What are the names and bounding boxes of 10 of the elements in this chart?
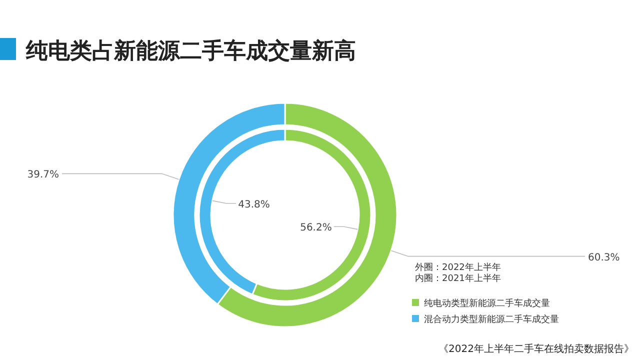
text: 内圈：2021年上半年	[415, 273, 501, 284]
text: 外圈：2022年上半年	[415, 262, 501, 273]
data-label: 43.8%	[238, 199, 270, 210]
data-label: 39.7%	[27, 170, 59, 181]
data-label: 60.3%	[588, 252, 620, 264]
chart-title: 纯电类占新能源二手车成交量新高	[25, 38, 356, 64]
legend-label: 纯电动类型新能源二手车成交量	[424, 298, 550, 309]
legend-label: 混合动力类型新能源二手车成交量	[424, 314, 559, 325]
data-label: 56.2%	[300, 222, 332, 234]
text: 《2022年上半年二手车在线拍卖数据报告》	[438, 343, 634, 355]
